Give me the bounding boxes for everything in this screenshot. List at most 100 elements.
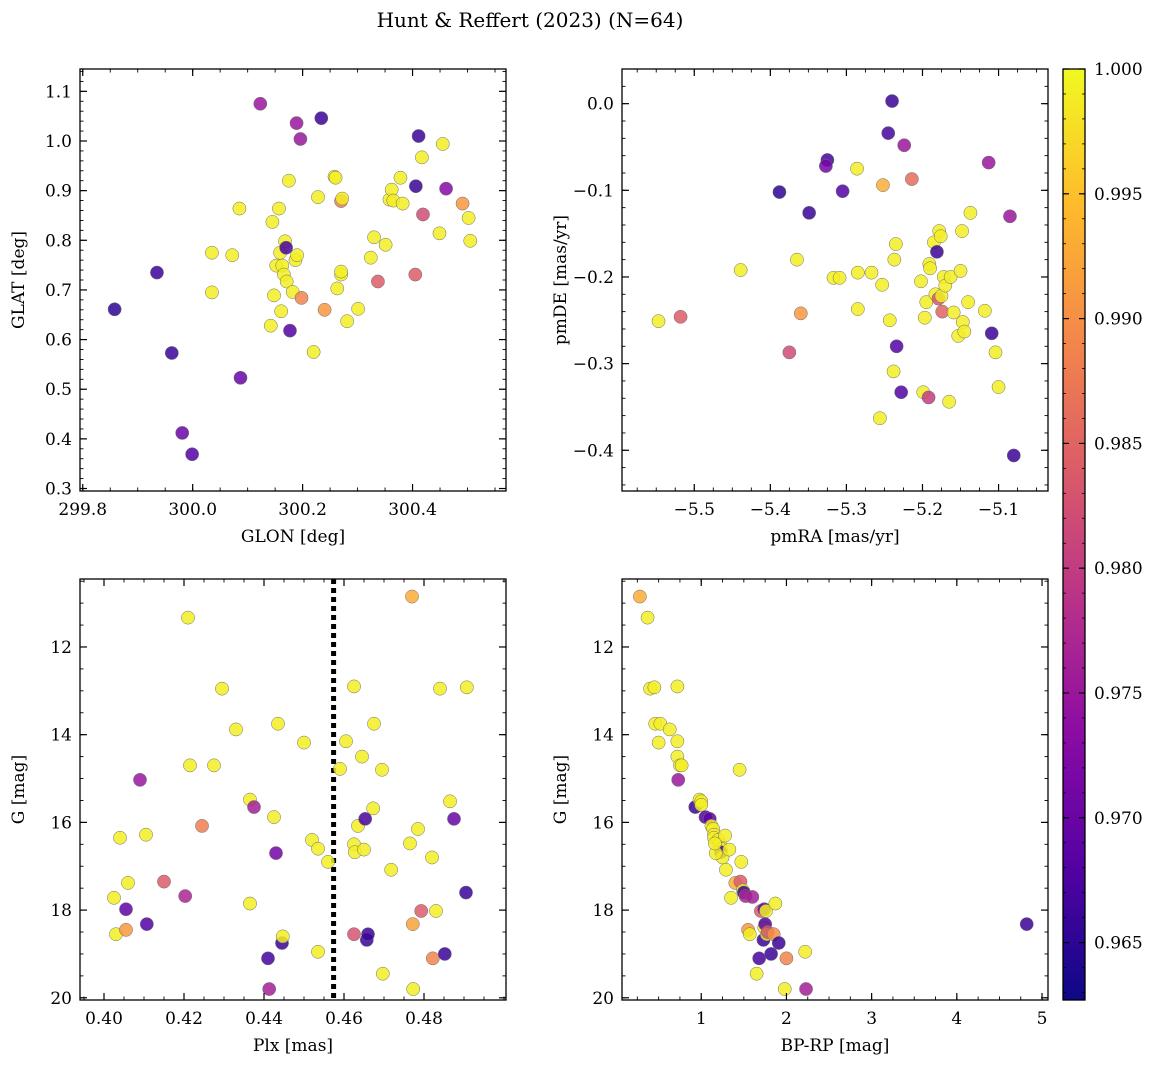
y-tick-label: −0.1 bbox=[573, 181, 614, 201]
data-point bbox=[406, 982, 421, 996]
data-point bbox=[724, 890, 738, 905]
data-point bbox=[930, 244, 944, 259]
data-point bbox=[293, 132, 308, 146]
data-point bbox=[447, 812, 461, 826]
data-point bbox=[181, 610, 195, 625]
y-tick-label: 0.5 bbox=[45, 380, 72, 400]
data-point bbox=[771, 936, 786, 950]
x-tick-label: 1 bbox=[696, 1009, 707, 1029]
data-point bbox=[882, 313, 897, 328]
data-point bbox=[378, 237, 393, 252]
data-point bbox=[745, 890, 760, 904]
data-point bbox=[363, 250, 378, 265]
x-tick-label: 300.2 bbox=[278, 500, 327, 520]
data-point bbox=[957, 324, 972, 339]
axes-frame bbox=[621, 68, 1049, 492]
colorbar-tick-label: 1.000 bbox=[1094, 60, 1143, 80]
data-point bbox=[463, 233, 478, 248]
x-axis-label: GLON [deg] bbox=[241, 527, 345, 547]
y-axis-label: GLAT [deg] bbox=[9, 231, 29, 329]
data-point bbox=[113, 830, 127, 845]
data-point bbox=[290, 248, 304, 263]
data-point bbox=[357, 842, 371, 857]
data-point bbox=[139, 827, 153, 842]
data-point bbox=[674, 758, 689, 773]
data-point bbox=[294, 291, 309, 305]
y-tick-label: −0.3 bbox=[573, 355, 614, 375]
data-point bbox=[886, 364, 901, 379]
colorbar-tick-label: 0.975 bbox=[1094, 684, 1143, 704]
data-point bbox=[393, 170, 408, 185]
data-point bbox=[876, 178, 890, 192]
data-point bbox=[719, 862, 733, 877]
colorbar-tick-label: 0.965 bbox=[1094, 934, 1143, 954]
data-point bbox=[647, 680, 662, 695]
scatter-points bbox=[633, 589, 1034, 996]
data-point bbox=[742, 927, 757, 942]
x-tick-label: −5.5 bbox=[674, 500, 715, 520]
data-point bbox=[835, 184, 850, 199]
colorbar-tick-label: 0.970 bbox=[1094, 809, 1143, 829]
data-point bbox=[953, 264, 968, 278]
data-point bbox=[875, 277, 890, 292]
data-point bbox=[963, 205, 978, 220]
data-point bbox=[297, 735, 311, 750]
data-point bbox=[802, 205, 816, 220]
data-point bbox=[262, 982, 277, 996]
data-point bbox=[416, 207, 430, 222]
data-point bbox=[670, 734, 685, 749]
data-point bbox=[923, 261, 937, 276]
data-point bbox=[779, 951, 794, 966]
x-axis-label: pmRA [mas/yr] bbox=[770, 527, 899, 547]
data-point bbox=[139, 917, 154, 931]
data-point bbox=[894, 385, 909, 400]
data-point bbox=[207, 758, 221, 773]
data-point bbox=[439, 181, 453, 196]
data-point bbox=[459, 680, 474, 695]
data-point bbox=[279, 274, 294, 289]
data-point bbox=[232, 201, 247, 216]
data-point bbox=[850, 302, 865, 316]
data-point bbox=[425, 850, 439, 865]
y-tick-label: 1.1 bbox=[45, 82, 72, 102]
data-point bbox=[897, 138, 912, 153]
colorbar-tick-label: 0.990 bbox=[1094, 310, 1143, 330]
x-tick-label: 0.40 bbox=[85, 1009, 123, 1029]
data-point bbox=[261, 951, 275, 966]
y-tick-label: −0.2 bbox=[573, 268, 614, 288]
y-tick-label: 14 bbox=[592, 726, 614, 746]
data-point bbox=[793, 306, 808, 321]
data-point bbox=[275, 929, 290, 944]
data-point bbox=[734, 855, 749, 869]
x-tick-label: 300.4 bbox=[388, 500, 437, 520]
data-point bbox=[408, 267, 423, 282]
data-point bbox=[263, 318, 278, 333]
data-point bbox=[887, 252, 902, 267]
y-tick-label: 16 bbox=[592, 813, 614, 833]
data-point bbox=[395, 196, 410, 211]
data-point bbox=[461, 211, 476, 225]
data-point bbox=[361, 927, 375, 942]
data-point bbox=[384, 862, 399, 877]
y-tick-label: 12 bbox=[50, 638, 72, 658]
data-point bbox=[942, 394, 956, 409]
y-tick-label: 0.0 bbox=[587, 95, 614, 115]
colorbar-tick-label: 0.995 bbox=[1094, 185, 1143, 205]
data-point bbox=[317, 302, 332, 317]
data-point bbox=[798, 944, 813, 959]
data-point bbox=[330, 281, 345, 296]
data-point bbox=[375, 966, 390, 981]
data-point bbox=[175, 426, 190, 440]
data-point bbox=[640, 610, 655, 625]
data-point bbox=[272, 201, 286, 216]
data-point bbox=[790, 252, 804, 267]
x-tick-label: 0.46 bbox=[325, 1009, 363, 1029]
data-point bbox=[306, 345, 321, 359]
data-point bbox=[889, 237, 903, 251]
y-tick-label: 0.3 bbox=[45, 480, 72, 500]
data-point bbox=[351, 301, 365, 316]
data-point bbox=[752, 951, 767, 966]
y-tick-label: 0.8 bbox=[45, 231, 72, 251]
data-point bbox=[437, 947, 452, 961]
